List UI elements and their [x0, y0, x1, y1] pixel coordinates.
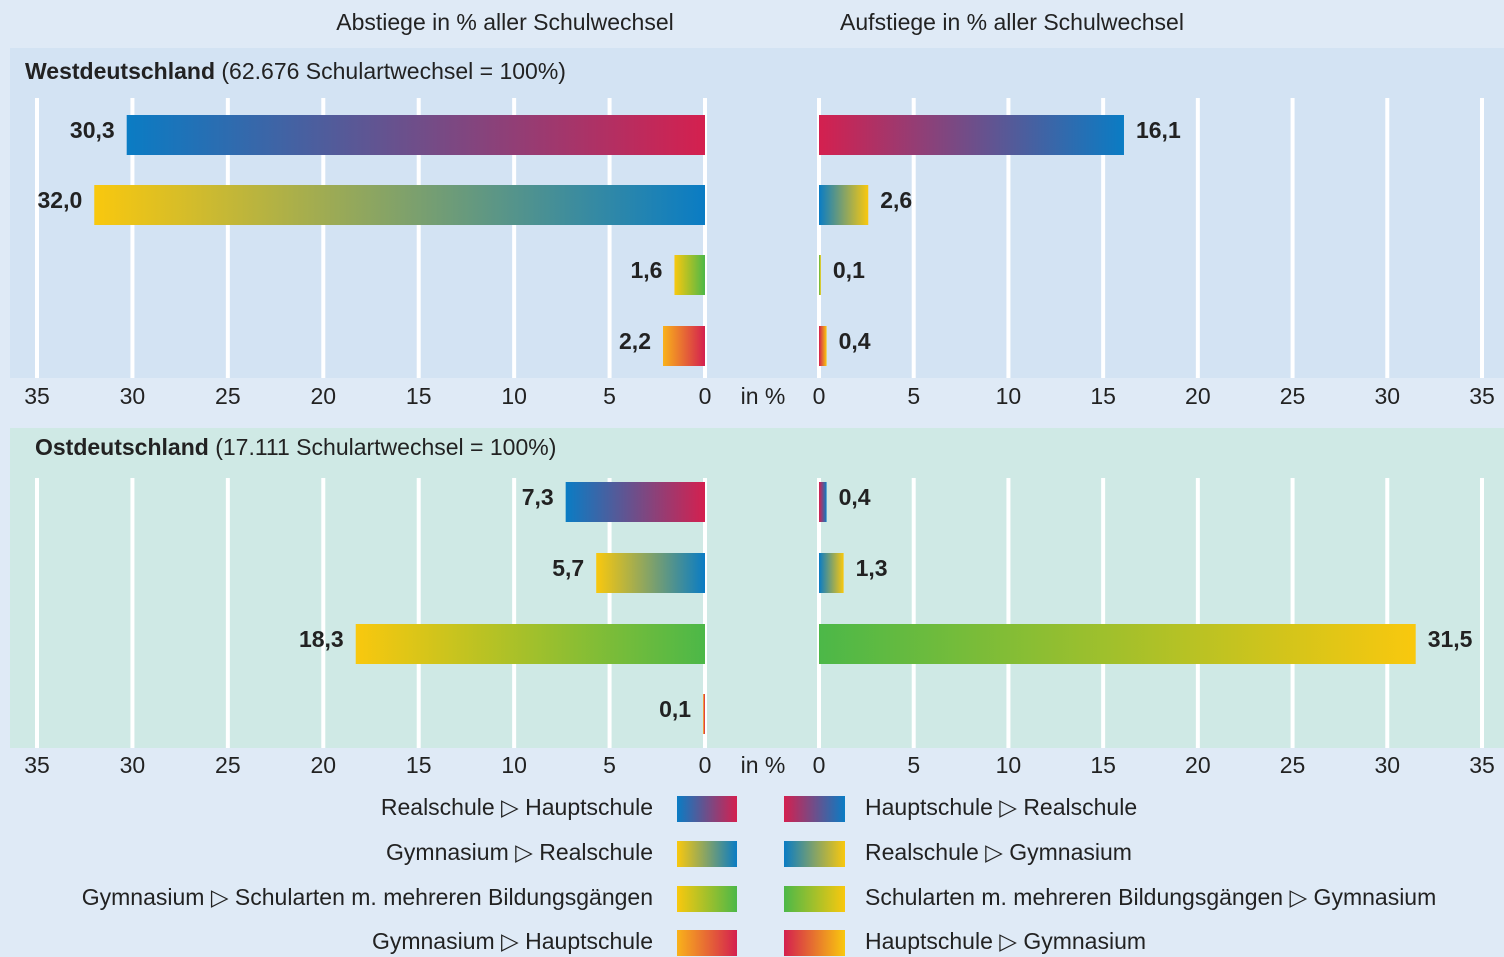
legend-label: Gymnasium ▷ Hauptschule — [372, 928, 653, 954]
value-label: 2,2 — [619, 328, 651, 354]
axis-unit: in % — [741, 383, 786, 409]
value-label: 0,4 — [839, 328, 871, 354]
panel-title: Ostdeutschland (17.111 Schulartwechsel =… — [35, 434, 556, 460]
left-title: Abstiege in % aller Schulwechsel — [336, 9, 674, 35]
bar — [819, 553, 844, 593]
legend-swatch — [784, 886, 845, 912]
x-tick-label: 15 — [406, 383, 432, 409]
x-tick-label: 35 — [24, 383, 50, 409]
x-tick-label: 30 — [1374, 383, 1400, 409]
bar — [355, 624, 705, 664]
bar — [819, 624, 1416, 664]
legend-label: Hauptschule ▷ Gymnasium — [865, 928, 1146, 954]
x-tick-label: 35 — [1469, 383, 1495, 409]
legend-label: Gymnasium ▷ Schularten m. mehreren Bildu… — [82, 884, 653, 910]
x-tick-label: 35 — [1469, 752, 1495, 778]
bar — [819, 482, 827, 522]
value-label: 0,1 — [833, 257, 865, 283]
x-tick-label: 5 — [907, 752, 920, 778]
legend-label: Realschule ▷ Hauptschule — [381, 794, 653, 820]
panel-background — [10, 428, 1504, 748]
x-tick-label: 0 — [813, 383, 826, 409]
x-tick-label: 20 — [1185, 752, 1211, 778]
bar — [674, 255, 705, 295]
axis-unit: in % — [741, 752, 786, 778]
x-tick-label: 5 — [907, 383, 920, 409]
legend-swatch — [677, 886, 737, 912]
value-label: 5,7 — [552, 555, 584, 581]
x-tick-label: 0 — [699, 752, 712, 778]
panel-name: Westdeutschland — [25, 58, 215, 84]
x-tick-label: 10 — [501, 752, 527, 778]
legend-swatch — [784, 930, 845, 956]
x-tick-label: 20 — [310, 752, 336, 778]
value-label: 31,5 — [1428, 626, 1473, 652]
legend-label: Hauptschule ▷ Realschule — [865, 794, 1137, 820]
value-label: 30,3 — [70, 117, 115, 143]
legend-label: Schularten m. mehreren Bildungsgängen ▷ … — [865, 884, 1436, 910]
value-label: 1,6 — [630, 257, 662, 283]
x-tick-label: 0 — [813, 752, 826, 778]
legend-swatch — [677, 796, 737, 822]
x-tick-label: 15 — [1090, 752, 1116, 778]
x-tick-label: 20 — [1185, 383, 1211, 409]
value-label: 1,3 — [856, 555, 888, 581]
bar — [663, 326, 705, 366]
x-tick-label: 30 — [120, 752, 146, 778]
x-tick-label: 25 — [1280, 752, 1306, 778]
legend-label: Gymnasium ▷ Realschule — [386, 839, 653, 865]
x-tick-label: 5 — [603, 752, 616, 778]
panel-title: Westdeutschland (62.676 Schulartwechsel … — [25, 58, 566, 84]
panel-subtitle: (62.676 Schulartwechsel = 100%) — [221, 58, 566, 84]
legend-swatch — [677, 930, 737, 956]
legend-swatch — [784, 841, 845, 867]
x-tick-label: 25 — [215, 383, 241, 409]
legend-label: Realschule ▷ Gymnasium — [865, 839, 1132, 865]
panel-subtitle: (17.111 Schulartwechsel = 100%) — [215, 434, 556, 460]
x-tick-label: 25 — [215, 752, 241, 778]
x-tick-label: 5 — [603, 383, 616, 409]
bar — [596, 553, 705, 593]
x-tick-label: 10 — [996, 752, 1022, 778]
bar — [819, 255, 821, 295]
value-label: 7,3 — [522, 484, 554, 510]
x-tick-label: 35 — [24, 752, 50, 778]
panel-name: Ostdeutschland — [35, 434, 209, 460]
value-label: 0,4 — [839, 484, 871, 510]
bar — [819, 115, 1124, 155]
bar — [565, 482, 705, 522]
bar — [819, 326, 827, 366]
x-tick-label: 0 — [699, 383, 712, 409]
value-label: 18,3 — [299, 626, 344, 652]
value-label: 2,6 — [880, 187, 912, 213]
x-tick-label: 10 — [996, 383, 1022, 409]
value-label: 32,0 — [37, 187, 82, 213]
x-tick-label: 15 — [1090, 383, 1116, 409]
bar — [126, 115, 705, 155]
bar — [819, 185, 869, 225]
x-tick-label: 10 — [501, 383, 527, 409]
value-label: 16,1 — [1136, 117, 1181, 143]
legend-swatch — [784, 796, 845, 822]
x-tick-label: 20 — [310, 383, 336, 409]
x-tick-label: 30 — [1374, 752, 1400, 778]
bar — [94, 185, 705, 225]
x-tick-label: 15 — [406, 752, 432, 778]
legend-swatch — [677, 841, 737, 867]
bar — [703, 694, 705, 734]
x-tick-label: 30 — [120, 383, 146, 409]
value-label: 0,1 — [659, 696, 691, 722]
right-title: Aufstiege in % aller Schulwechsel — [840, 9, 1184, 35]
x-tick-label: 25 — [1280, 383, 1306, 409]
